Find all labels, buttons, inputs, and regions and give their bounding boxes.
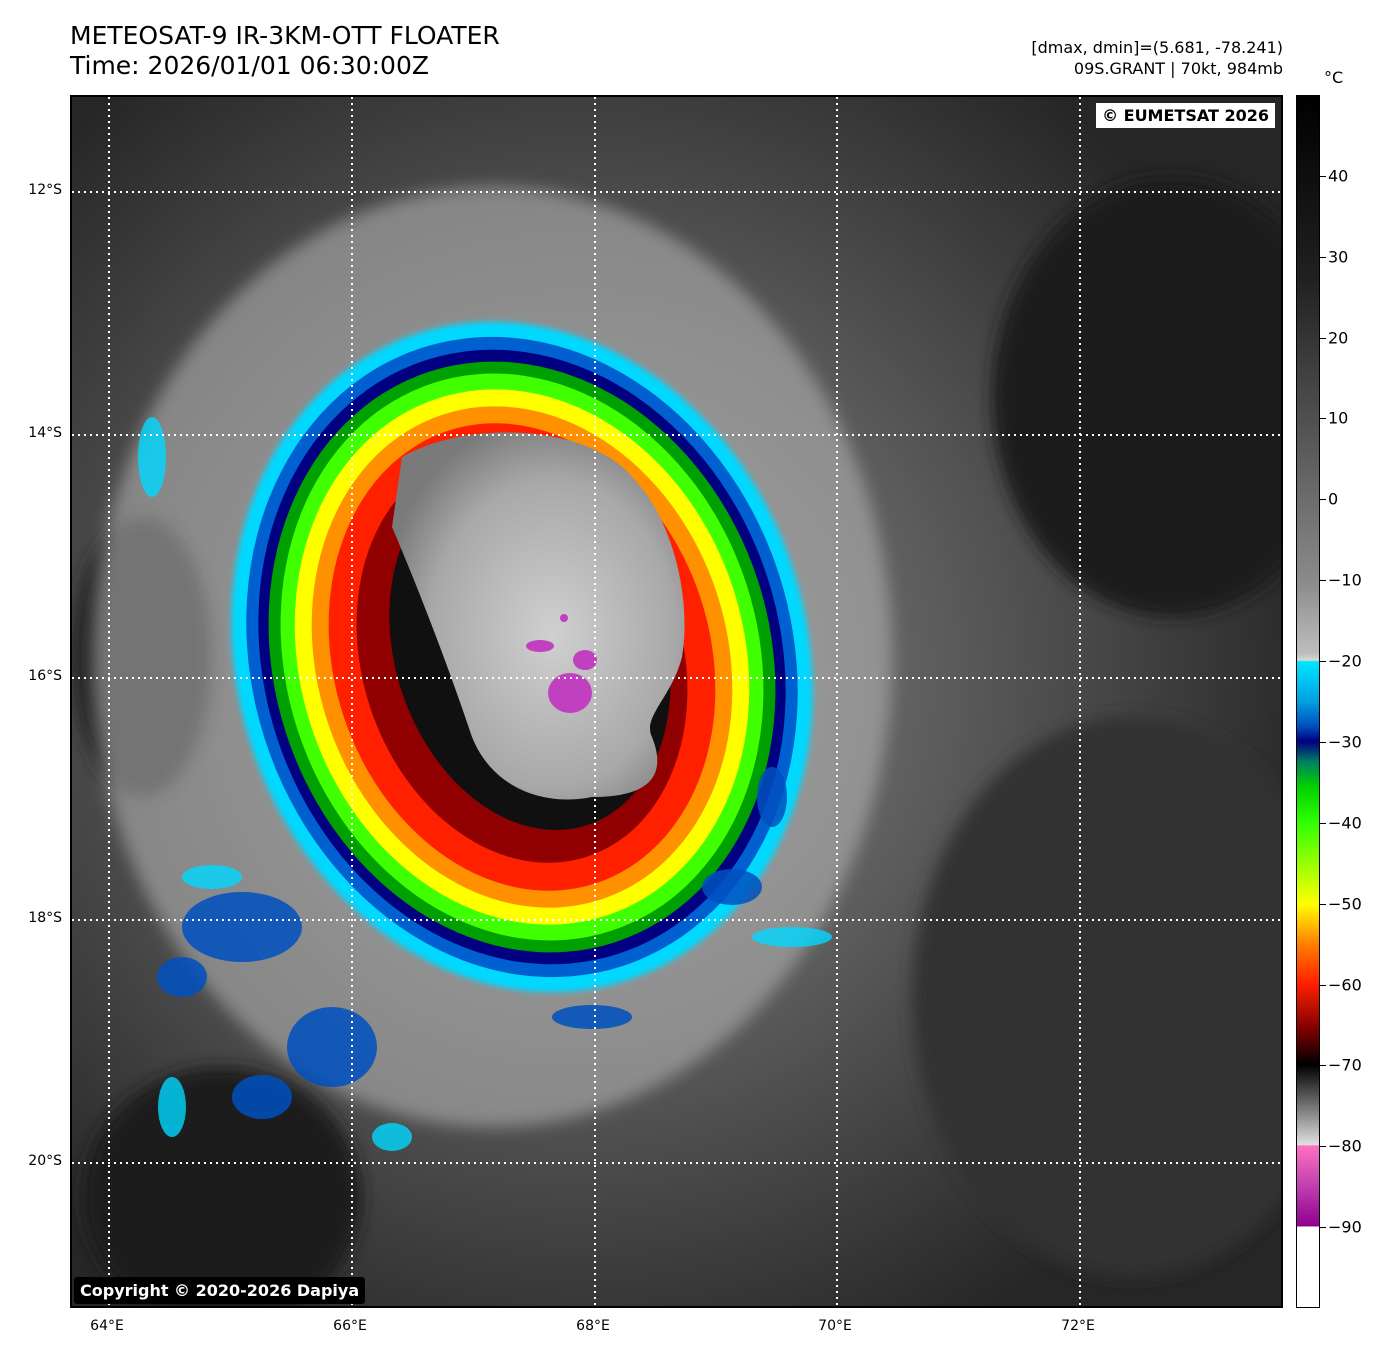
colorbar-tick-label: −40 <box>1328 813 1362 833</box>
colorbar-tick <box>1320 418 1326 420</box>
clear-region <box>992 177 1281 617</box>
lon-label: 68°E <box>576 1318 610 1334</box>
clear-region <box>912 717 1281 1277</box>
colorbar-tick <box>1320 741 1326 743</box>
colorbar-tick-label: −20 <box>1328 651 1362 671</box>
colorbar-tick-label: 0 <box>1328 489 1339 509</box>
colorbar-tick-label: −50 <box>1328 894 1362 914</box>
colorbar-tick <box>1320 903 1326 905</box>
colorbar-tick <box>1320 1065 1326 1067</box>
colorbar-tick-label: −10 <box>1328 570 1362 590</box>
colorbar-tick <box>1320 337 1326 339</box>
outflow-fragments <box>157 767 787 1119</box>
graticule <box>72 97 1281 1306</box>
ir-imagery <box>72 97 1281 1306</box>
colorbar-tick-label: −60 <box>1328 975 1362 995</box>
lon-label: 70°E <box>818 1318 852 1334</box>
colorbar-tick <box>1320 1146 1326 1148</box>
copyright-label: Copyright © 2020-2026 Dapiya <box>74 1277 366 1304</box>
colorbar-tick <box>1320 256 1326 258</box>
colorbar-tick <box>1320 984 1326 986</box>
colorbar-tick-label: 20 <box>1328 328 1349 348</box>
colorbar-tick-label: −70 <box>1328 1055 1362 1075</box>
colorbar-tick-label: 30 <box>1328 247 1349 267</box>
lat-label: 18°S <box>28 910 62 926</box>
lon-label: 66°E <box>333 1318 367 1334</box>
colorbar <box>1296 95 1320 1308</box>
colorbar-unit: °C <box>1324 68 1344 87</box>
lat-label: 14°S <box>28 425 62 441</box>
colorbar-tick <box>1320 661 1326 663</box>
lat-label: 20°S <box>28 1153 62 1169</box>
eumetsat-watermark: © EUMETSAT 2026 <box>1096 103 1275 128</box>
data-range: [dmax, dmin]=(5.681, -78.241) <box>1031 38 1283 57</box>
clear-region <box>82 1067 362 1306</box>
colorbar-tick <box>1320 499 1326 501</box>
lat-label: 12°S <box>28 182 62 198</box>
colorbar-tick-label: −90 <box>1328 1217 1362 1237</box>
product-title: METEOSAT-9 IR-3KM-OTT FLOATER <box>70 21 500 50</box>
colorbar-tick-label: −30 <box>1328 732 1362 752</box>
outflow-fragments-cyan <box>138 417 832 1151</box>
cloud-core <box>392 432 685 800</box>
colorbar-tick-label: −80 <box>1328 1136 1362 1156</box>
colorbar-tick <box>1320 1227 1326 1229</box>
overshooting-tops <box>526 614 597 713</box>
lat-label: 16°S <box>28 668 62 684</box>
lon-label: 72°E <box>1061 1318 1095 1334</box>
storm-info: 09S.GRANT | 70kt, 984mb <box>1073 59 1283 78</box>
satellite-map: © EUMETSAT 2026 Copyright © 2020-2026 Da… <box>70 95 1283 1308</box>
colorbar-tick-label: 10 <box>1328 408 1349 428</box>
colorbar-tick <box>1320 580 1326 582</box>
colorbar-tick <box>1320 822 1326 824</box>
timestamp: Time: 2026/01/01 06:30:00Z <box>70 51 429 80</box>
colorbar-tick <box>1320 175 1326 177</box>
colorbar-tick-label: 40 <box>1328 166 1349 186</box>
lon-label: 64°E <box>90 1318 124 1334</box>
